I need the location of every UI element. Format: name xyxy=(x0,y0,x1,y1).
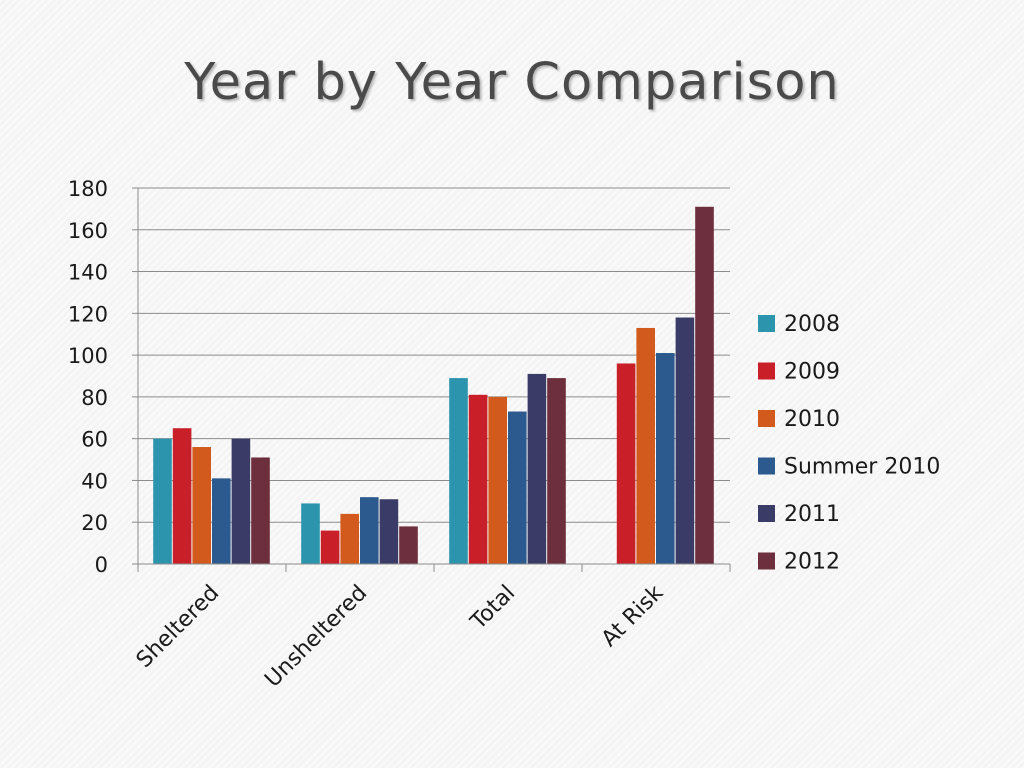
y-tick-label: 100 xyxy=(68,344,108,368)
legend-swatch xyxy=(758,552,775,570)
y-tick-label: 180 xyxy=(68,177,108,201)
bar-2011-sheltered xyxy=(231,438,251,564)
y-tick-label: 120 xyxy=(68,302,108,326)
bar-2012-at-risk xyxy=(695,206,714,565)
legend-item: 2008 xyxy=(758,312,840,337)
y-tick-label: 0 xyxy=(95,553,108,577)
bar-2012-unsheltered xyxy=(399,526,418,564)
y-tick-label: 160 xyxy=(68,219,108,243)
legend-label: 2010 xyxy=(784,407,840,432)
legend-item: Summer 2010 xyxy=(758,455,940,480)
y-tick-label: 140 xyxy=(68,261,108,285)
y-tick-label: 80 xyxy=(81,386,108,410)
bar-2009-unsheltered xyxy=(320,530,340,564)
category-label: At Risk xyxy=(597,580,669,652)
legend: 2008 2009 2010 Summer 2010 2011 2012 xyxy=(758,312,940,575)
bar-2009-sheltered xyxy=(172,428,192,564)
legend-swatch xyxy=(758,505,775,522)
legend-item: 2012 xyxy=(758,550,840,575)
bar-summer-2010-unsheltered xyxy=(360,497,379,564)
bar-summer-2010-at-risk xyxy=(656,353,675,564)
bar-2009-total xyxy=(468,394,488,564)
category-labels: Sheltered Unsheltered Total At Risk xyxy=(132,580,669,692)
bar-2012-sheltered xyxy=(251,457,270,564)
y-axis-ticks: 0 20 40 60 80 100 120 140 160 180 xyxy=(68,177,108,577)
axes xyxy=(132,187,731,572)
legend-label: Summer 2010 xyxy=(784,455,940,480)
y-tick-label: 60 xyxy=(81,428,108,452)
legend-swatch xyxy=(758,362,775,380)
y-tick-label: 40 xyxy=(81,469,108,493)
category-label: Total xyxy=(466,581,521,636)
legend-label: 2008 xyxy=(784,312,840,337)
legend-swatch xyxy=(758,410,775,427)
legend-label: 2012 xyxy=(784,550,840,575)
legend-item: 2011 xyxy=(758,502,840,527)
legend-swatch xyxy=(758,457,775,475)
bar-2008-unsheltered xyxy=(301,503,320,564)
category-label: Unsheltered xyxy=(260,581,372,693)
legend-item: 2009 xyxy=(758,360,840,385)
legend-item: 2010 xyxy=(758,407,840,432)
bars xyxy=(153,206,714,565)
bar-2011-at-risk xyxy=(675,317,695,564)
bar-2010-total xyxy=(488,396,507,564)
legend-swatch xyxy=(758,315,775,332)
bar-2011-unsheltered xyxy=(379,499,399,564)
bar-2011-total xyxy=(527,373,547,564)
bar-2012-total xyxy=(547,378,566,564)
bar-2008-sheltered xyxy=(153,438,172,564)
bar-2009-at-risk xyxy=(616,363,636,564)
bar-summer-2010-sheltered xyxy=(212,478,231,564)
bar-2010-sheltered xyxy=(192,447,211,564)
slide-title: Year by Year Comparison xyxy=(184,53,840,112)
bar-2010-at-risk xyxy=(636,327,655,564)
bar-summer-2010-total xyxy=(508,411,527,564)
legend-label: 2011 xyxy=(784,502,840,527)
category-label: Sheltered xyxy=(132,581,224,673)
legend-label: 2009 xyxy=(784,360,840,385)
y-tick-label: 20 xyxy=(81,511,108,535)
bar-2010-unsheltered xyxy=(340,513,359,564)
bar-2008-total xyxy=(449,378,468,564)
